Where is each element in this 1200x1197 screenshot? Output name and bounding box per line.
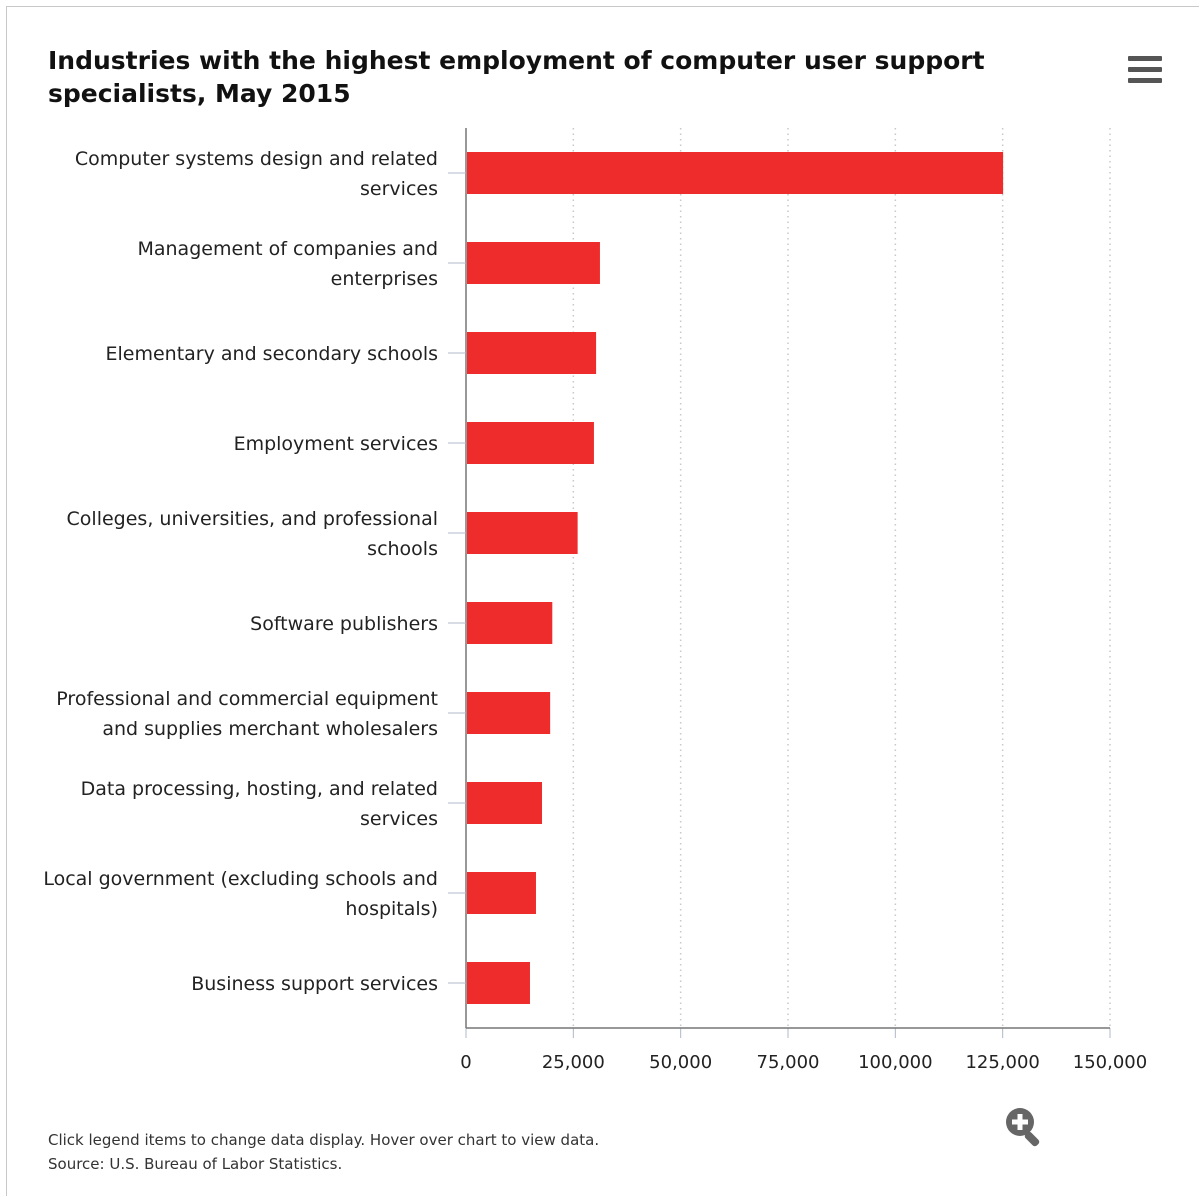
bar[interactable] bbox=[467, 872, 536, 914]
category-label: Business support services bbox=[191, 973, 438, 995]
category-label: Elementary and secondary schools bbox=[106, 343, 439, 365]
category-labels: Computer systems design and related servi… bbox=[43, 148, 438, 995]
category-label: Management of companies and enterprises bbox=[137, 238, 438, 290]
x-tick-label: 25,000 bbox=[542, 1052, 605, 1073]
chart-frame bbox=[6, 6, 1199, 1196]
category-label: Local government (excluding schools and h… bbox=[43, 868, 438, 920]
bar[interactable] bbox=[467, 422, 594, 464]
bar[interactable] bbox=[467, 332, 597, 374]
category-label: Professional and commercial equipment and… bbox=[56, 688, 438, 740]
zoom-in-icon[interactable] bbox=[1002, 1104, 1046, 1148]
x-tick-label: 50,000 bbox=[649, 1052, 712, 1073]
bar[interactable] bbox=[467, 512, 578, 554]
x-tick-label: 150,000 bbox=[1073, 1052, 1147, 1073]
x-tick-label: 0 bbox=[460, 1052, 471, 1073]
bar[interactable] bbox=[467, 962, 530, 1004]
bar[interactable] bbox=[467, 782, 542, 824]
grid-lines bbox=[572, 128, 1111, 1028]
bar[interactable] bbox=[467, 692, 551, 734]
menu-icon[interactable] bbox=[1128, 56, 1164, 88]
tick-labels: 0 25,000 50,000 75,000 100,000 125,000 150,000 bbox=[460, 1052, 1147, 1073]
axes bbox=[448, 128, 1111, 1038]
category-label: Software publishers bbox=[250, 613, 438, 635]
category-label: Colleges, universities, and professional… bbox=[67, 508, 438, 560]
x-tick-label: 75,000 bbox=[757, 1052, 820, 1073]
footer-source: Source: U.S. Bureau of Labor Statistics. bbox=[48, 1155, 343, 1173]
footer-note: Click legend items to change data displa… bbox=[48, 1131, 600, 1149]
chart-footer: Click legend items to change data displa… bbox=[48, 1128, 599, 1176]
x-tick-label: 100,000 bbox=[858, 1052, 932, 1073]
bar-chart[interactable]: Computer systems design and related servi… bbox=[0, 0, 1200, 1100]
bar[interactable] bbox=[467, 602, 553, 644]
category-label: Computer systems design and related servi… bbox=[75, 148, 438, 200]
bar[interactable] bbox=[467, 152, 1004, 194]
chart-title: Industries with the highest employment o… bbox=[48, 46, 985, 108]
bars bbox=[467, 152, 1004, 1004]
category-label: Employment services bbox=[234, 433, 438, 455]
x-tick-label: 125,000 bbox=[965, 1052, 1039, 1073]
category-label: Data processing, hosting, and related ser… bbox=[81, 778, 438, 830]
bar[interactable] bbox=[467, 242, 600, 284]
